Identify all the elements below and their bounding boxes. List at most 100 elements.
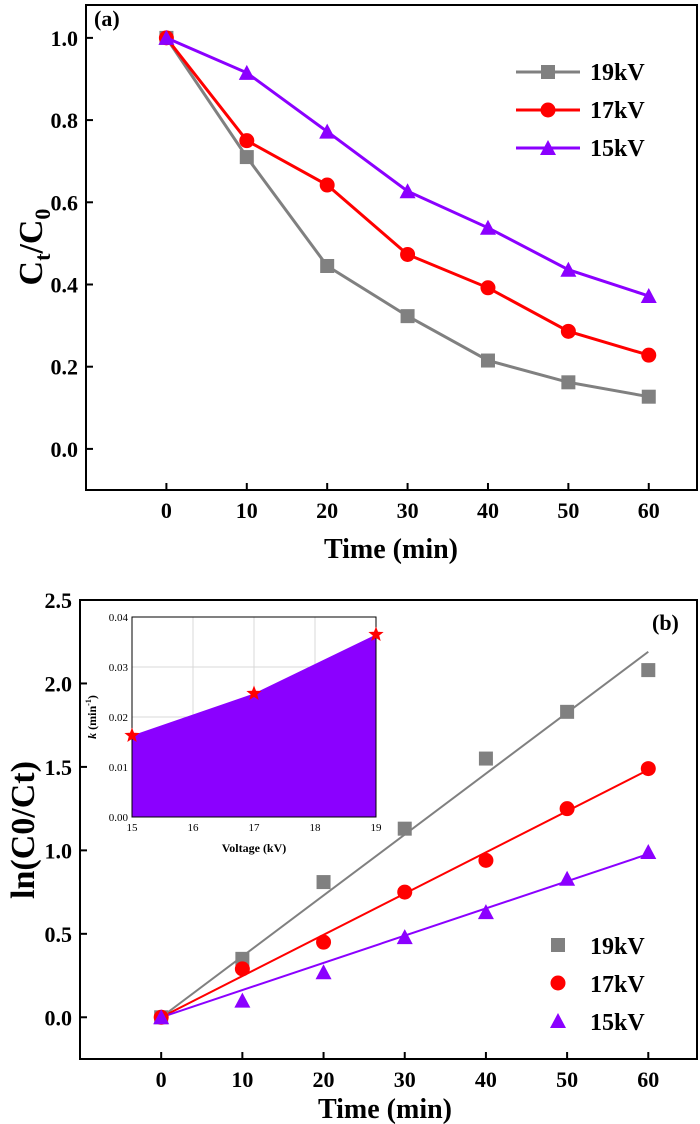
panel-b-ticks: 0 10 20 30 40 50 60 0.0 0.5 1.0 1.5 2.0 2.5 [45,588,660,1092]
panel-b-y-axis-label: ln(C0/Ct) [5,761,42,899]
inset-star-17 [246,685,262,700]
data-point-a-19kv-60 [641,389,656,404]
panel-b-legend: 19kV 17kV 15kV [550,934,645,1036]
legend-item-15kv: 15kV [516,136,645,162]
legend-b-label-15kv: 15kV [590,1010,645,1036]
data-point-a-15kv-60 [640,288,657,303]
data-point-b-17kv-10 [234,961,250,977]
legend-label-17kv: 17kV [590,98,645,124]
legend-b-label-17kv: 17kV [590,972,645,998]
inset-x-tick-label-18: 18 [310,822,322,834]
data-point-b-19kv-40 [478,751,493,766]
inset-y-tick-label-0-02: 0.02 [109,712,128,724]
inset-ticks: 15 16 17 18 19 0.00 0.01 0.02 0.03 0.04 [109,612,382,834]
data-point-a-15kv-10 [238,64,255,80]
x-tick-label-b-40: 40 [475,1067,497,1092]
legend-label-15kv: 15kV [590,136,645,162]
data-point-a-17kv-20 [319,177,335,193]
inset-x-axis-label: Voltage (kV) [222,841,287,855]
legend-label-19kv: 19kV [590,60,645,86]
x-tick-label-b-30: 30 [394,1067,416,1092]
panel-b-label: (b) [652,610,679,635]
inset-frame [131,616,377,818]
y-tick-label-a-1-0: 1.0 [51,26,79,51]
x-tick-label-a-0: 0 [161,498,172,523]
panel-a-ticks: 0 10 20 30 40 50 60 0.0 0.2 0.4 0.6 0.8 1.0 [51,26,660,523]
x-tick-label-b-10: 10 [231,1067,253,1092]
series-line-a-19kv [165,37,650,399]
x-tick-label-b-0: 0 [156,1067,167,1092]
x-tick-label-a-60: 60 [638,498,660,523]
legend-item-19kv: 19kV [516,60,645,86]
data-point-a-15kv-20 [319,123,336,139]
data-point-b-15kv-60 [640,844,657,860]
y-tick-label-a-0-4: 0.4 [51,272,79,297]
data-point-a-19kv-20 [320,258,335,273]
inset-star-19 [368,626,384,641]
panel-b: 0 10 20 30 40 50 60 0.0 0.5 1.0 1.5 2.0 2.5 (b) Time… [5,588,698,1124]
legend-b-label-19kv: 19kV [590,934,645,960]
data-point-b-19kv-60 [641,663,656,678]
data-point-a-17kv-10 [239,133,255,149]
inset-markers [124,626,384,742]
panel-a-series [158,29,657,404]
inset-x-tick-label-15: 15 [127,822,139,834]
legend-b-item-15kv: 15kV [550,1010,645,1036]
data-point-a-15kv-30 [399,183,416,199]
data-point-b-19kv-50 [560,704,575,719]
data-point-a-17kv-40 [480,280,496,296]
y-tick-label-b-0-5: 0.5 [45,922,73,947]
data-point-a-19kv-40 [480,353,495,368]
panel-b-plot-frame [79,599,698,1060]
panel-a-x-axis-label: Time (min) [324,534,458,565]
data-point-b-17kv-60 [640,761,656,777]
inset-area-fill [132,634,376,817]
inset-y-tick-label-0-04: 0.04 [109,612,129,624]
inset-area [132,634,376,817]
x-tick-label-a-30: 30 [397,498,419,523]
data-point-b-17kv-40 [478,852,494,868]
inset-y-tick-label-0-00: 0.00 [109,812,129,824]
x-tick-label-a-50: 50 [557,498,579,523]
data-point-a-17kv-60 [641,347,657,363]
data-point-a-19kv-30 [400,309,415,324]
y-tick-label-b-1-5: 1.5 [45,755,73,780]
panel-a-label: (a) [94,6,120,31]
panel-a-plot-frame [85,4,698,491]
panel-a: 0 10 20 30 40 50 60 0.0 0.2 0.4 0.6 0.8 1.0 (a) Time… [13,4,698,565]
inset-x-tick-label-16: 16 [188,822,200,834]
data-point-b-19kv-20 [316,875,331,890]
y-tick-label-b-2-0: 2.0 [45,671,73,696]
inset-star-15 [124,727,140,742]
data-point-b-15kv-10 [234,992,251,1008]
data-point-b-15kv-40 [477,904,494,920]
data-point-a-15kv-40 [479,219,496,235]
data-point-b-15kv-20 [315,964,332,980]
x-tick-label-b-20: 20 [313,1067,335,1092]
data-point-b-17kv-30 [397,884,413,900]
inset-chart: 15 16 17 18 19 0.00 0.01 0.02 0.03 0.04 Voltage (… [84,612,384,855]
x-tick-label-a-40: 40 [477,498,499,523]
inset-y-axis-label: k (min-1) [84,695,99,739]
inset-x-tick-label-17: 17 [249,822,261,834]
x-tick-label-b-60: 60 [637,1067,659,1092]
data-point-b-17kv-50 [559,801,575,817]
panel-b-series [153,650,657,1025]
data-point-b-17kv-20 [316,934,332,950]
data-point-a-19kv-50 [561,375,576,390]
panel-a-legend: 19kV 17kV 15kV [516,60,645,162]
data-point-a-15kv-0 [158,29,175,45]
x-tick-label-a-20: 20 [316,498,338,523]
legend-item-17kv: 17kV [516,98,645,124]
inset-y-tick-label-0-01: 0.01 [109,762,128,774]
y-tick-label-b-2-5: 2.5 [45,588,73,613]
data-point-a-15kv-50 [560,261,577,277]
data-point-b-15kv-0 [153,1009,170,1025]
y-tick-label-b-0-0: 0.0 [45,1005,73,1030]
data-point-b-15kv-50 [559,870,576,886]
panel-a-y-axis-label: Ct/C0 [13,209,55,286]
legend-b-item-17kv: 17kV [550,972,645,998]
x-tick-label-b-50: 50 [556,1067,578,1092]
data-point-a-19kv-10 [239,150,254,165]
